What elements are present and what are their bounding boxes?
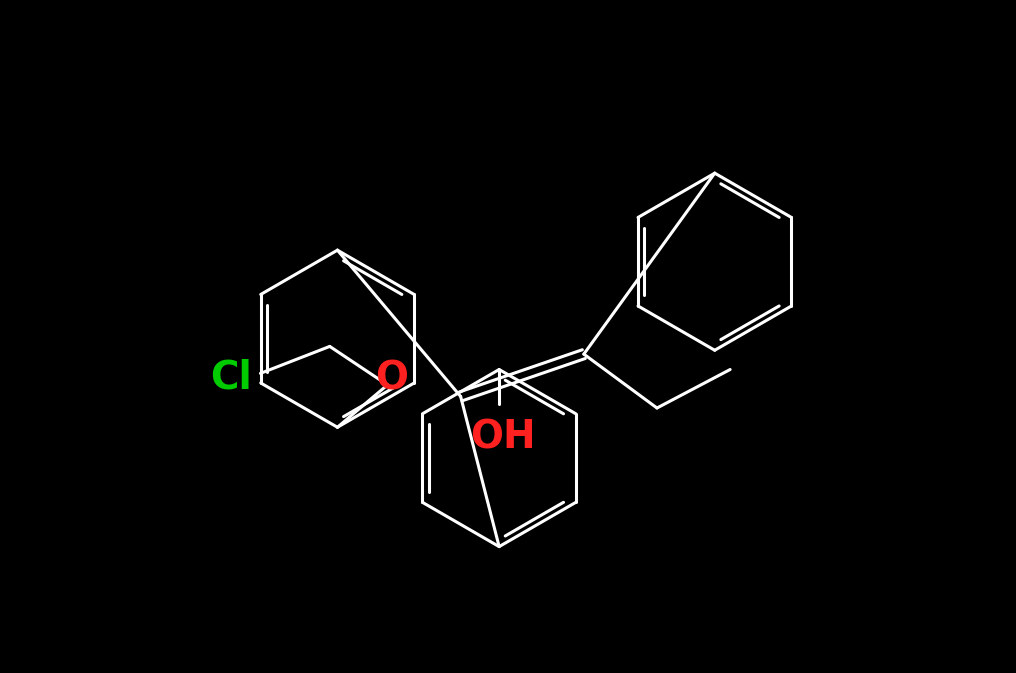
Text: OH: OH <box>470 418 535 456</box>
Text: Cl: Cl <box>210 358 252 396</box>
Text: O: O <box>375 360 407 398</box>
